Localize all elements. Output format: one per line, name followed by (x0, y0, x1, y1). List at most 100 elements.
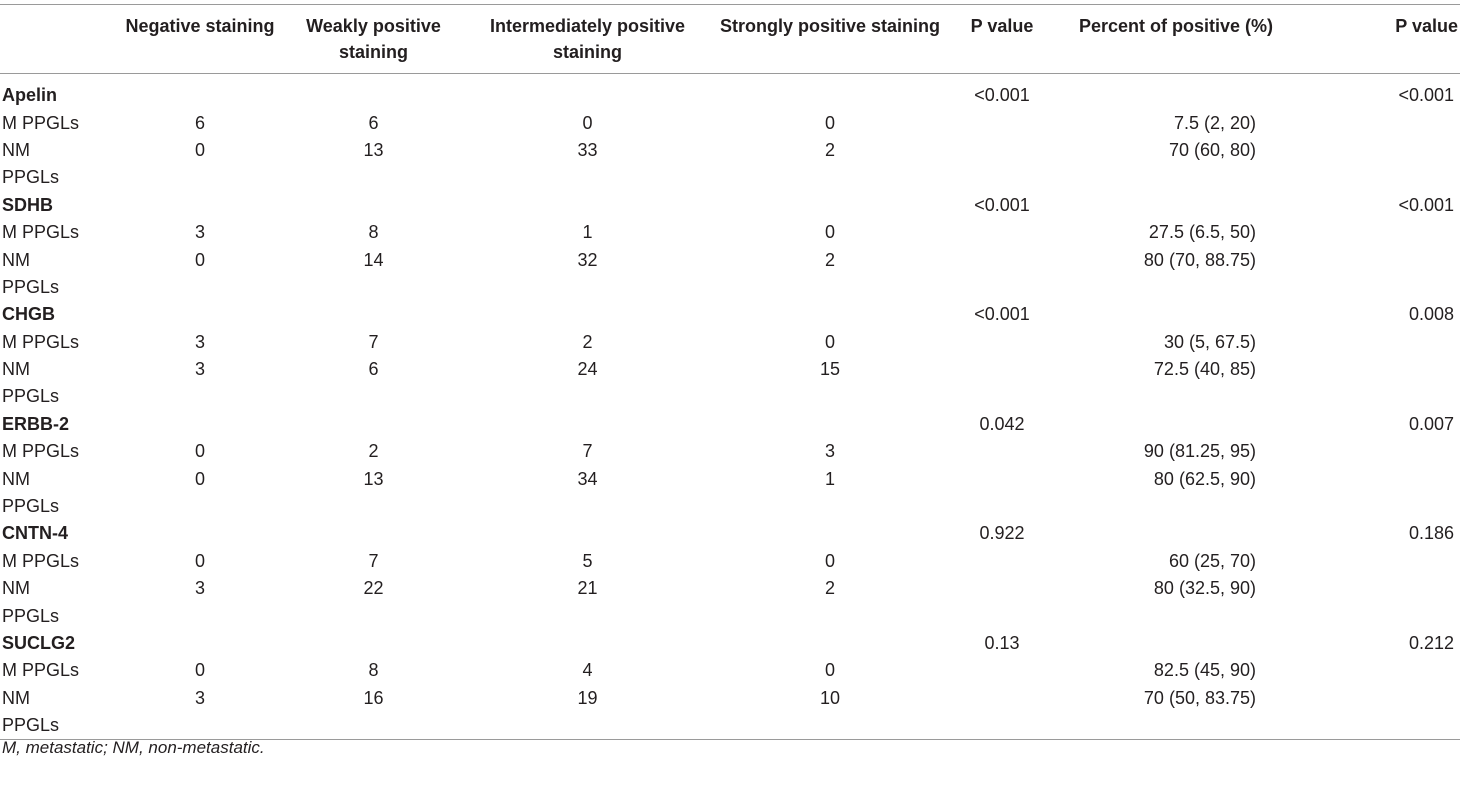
negative-count: 0 (194, 139, 205, 160)
header-strong: Strongly positive staining (719, 16, 941, 36)
empty-cell (465, 630, 710, 657)
marker-name: ERBB-2 (2, 413, 70, 434)
weak-count: 2 (368, 441, 379, 462)
p-value-percent: 0.008 (1408, 304, 1454, 325)
group-label: M PPGLs (2, 112, 80, 133)
weak-count: 8 (368, 660, 379, 681)
empty-cell (282, 301, 465, 328)
intermediate-count: 33 (577, 139, 598, 160)
empty-cell (1054, 493, 1298, 520)
strong-count: 2 (824, 578, 835, 599)
p-value-staining: 0.13 (984, 633, 1020, 653)
empty-cell (950, 712, 1054, 740)
empty-cell (465, 274, 710, 301)
empty-cell (1298, 383, 1460, 410)
empty-cell (465, 383, 710, 410)
empty-cell (118, 411, 282, 438)
empty-cell (950, 657, 1054, 684)
empty-cell (710, 630, 950, 657)
group-label: M PPGLs (2, 222, 80, 243)
empty-cell (710, 383, 950, 410)
weak-count: 13 (363, 468, 384, 489)
p-value-staining: <0.001 (974, 304, 1030, 325)
negative-count: 3 (194, 331, 205, 352)
empty-cell (118, 520, 282, 547)
non-metastatic-row: NM 0 13 34 1 80 (62.5, 90) (0, 465, 1460, 492)
negative-count: 3 (194, 222, 205, 243)
empty-cell (710, 520, 950, 547)
empty-cell (950, 465, 1054, 492)
group-label: NM (2, 578, 30, 599)
negative-count: 0 (194, 249, 205, 270)
strong-count: 0 (824, 331, 835, 352)
empty-cell (950, 383, 1054, 410)
group-label-continued: PPGLs (2, 496, 60, 517)
empty-cell (710, 411, 950, 438)
intermediate-count: 19 (577, 687, 598, 708)
group-label-continued: PPGLs (2, 605, 60, 626)
empty-cell (118, 164, 282, 191)
empty-cell (1298, 164, 1460, 191)
weak-count: 6 (368, 359, 379, 380)
percent-positive: 70 (60, 80) (1168, 139, 1256, 160)
intermediate-count: 1 (582, 222, 593, 243)
intermediate-count: 21 (577, 578, 598, 599)
p-value-percent: 0.186 (1408, 523, 1454, 544)
strong-count: 0 (824, 222, 835, 243)
negative-count: 0 (194, 441, 205, 462)
label-continuation-row: PPGLs (0, 274, 1460, 301)
non-metastatic-row: NM 3 16 19 10 70 (50, 83.75) (0, 685, 1460, 712)
group-label: M PPGLs (2, 550, 80, 571)
label-continuation-row: PPGLs (0, 164, 1460, 191)
header-p-value: P value (970, 16, 1034, 36)
empty-cell (282, 74, 465, 110)
negative-count: 3 (194, 359, 205, 380)
staining-table: Negative staining Weakly positive staini… (0, 4, 1460, 740)
empty-cell (1054, 164, 1298, 191)
empty-cell (710, 602, 950, 629)
strong-count: 10 (819, 687, 841, 708)
empty-cell (1054, 274, 1298, 301)
percent-positive: 72.5 (40, 85) (1153, 359, 1256, 380)
metastatic-row: M PPGLs 0 8 4 0 82.5 (45, 90) (0, 657, 1460, 684)
weak-count: 7 (368, 550, 379, 571)
empty-cell (1054, 712, 1298, 740)
p-value-staining: <0.001 (974, 194, 1030, 215)
empty-cell (1054, 192, 1298, 219)
empty-cell (465, 74, 710, 110)
percent-positive: 27.5 (6.5, 50) (1148, 222, 1256, 243)
group-label-continued: PPGLs (2, 167, 60, 188)
group-label: NM (2, 687, 30, 708)
empty-cell (282, 274, 465, 301)
weak-count: 7 (368, 331, 379, 352)
empty-cell (1298, 657, 1460, 684)
percent-positive: 90 (81.25, 95) (1143, 441, 1256, 462)
weak-count: 13 (363, 139, 384, 160)
empty-cell (950, 356, 1054, 383)
empty-cell (282, 712, 465, 740)
empty-cell (950, 575, 1054, 602)
empty-cell (1298, 575, 1460, 602)
group-label: M PPGLs (2, 660, 80, 681)
empty-cell (1298, 329, 1460, 356)
negative-count: 0 (194, 468, 205, 489)
p-value-percent: <0.001 (1398, 194, 1454, 215)
intermediate-count: 32 (577, 249, 598, 270)
empty-cell (282, 164, 465, 191)
marker-name: SUCLG2 (2, 633, 76, 653)
empty-cell (1054, 383, 1298, 410)
group-label: NM (2, 468, 30, 489)
label-continuation-row: PPGLs (0, 712, 1460, 740)
empty-cell (465, 411, 710, 438)
group-label: M PPGLs (2, 441, 80, 462)
percent-positive: 7.5 (2, 20) (1173, 112, 1256, 133)
non-metastatic-row: NM 0 13 33 2 70 (60, 80) (0, 137, 1460, 164)
table-body: Apelin <0.001 <0.001 M PPGLs 6 6 0 0 7.5 (2, 20)… (0, 74, 1460, 740)
empty-cell (950, 137, 1054, 164)
empty-cell (1054, 301, 1298, 328)
empty-cell (282, 192, 465, 219)
empty-cell (1298, 137, 1460, 164)
label-continuation-row: PPGLs (0, 493, 1460, 520)
empty-cell (1298, 712, 1460, 740)
marker-name: CNTN-4 (2, 523, 68, 544)
